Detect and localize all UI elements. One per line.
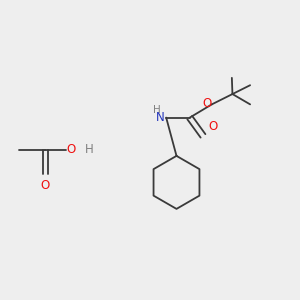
Text: O: O [208,120,218,133]
Text: N: N [156,111,165,124]
Text: O: O [67,143,76,157]
Text: H: H [85,143,93,157]
Text: O: O [202,97,211,110]
Text: H: H [153,105,160,115]
Text: O: O [41,179,50,192]
